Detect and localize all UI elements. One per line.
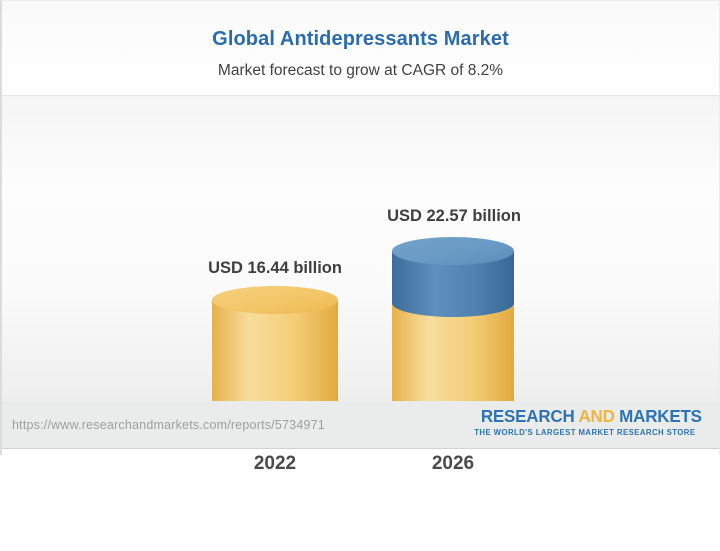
bar-2022-value-label: USD 16.44 billion <box>208 259 342 277</box>
chart-header: Global Antidepressants Market Market for… <box>2 1 719 95</box>
report-card: Global Antidepressants Market Market for… <box>0 0 720 474</box>
footer-bar: https://www.researchandmarkets.com/repor… <box>2 401 719 449</box>
logo-tagline: THE WORLD'S LARGEST MARKET RESEARCH STOR… <box>474 428 696 437</box>
chart-area: USD 16.44 billion USD 22.57 billion 2022… <box>2 96 719 474</box>
logo-word-and: AND <box>578 406 615 426</box>
logo-wordmark: RESEARCH AND MARKETS <box>481 406 702 427</box>
cylinder-bars-graphic <box>212 237 562 449</box>
logo-word-markets: MARKETS <box>619 406 702 426</box>
bar-2022-category-label: 2022 <box>253 453 297 474</box>
bar-2026-value-label: USD 22.57 billion <box>387 207 521 225</box>
research-and-markets-logo[interactable]: RESEARCH AND MARKETS THE WORLD'S LARGEST… <box>474 406 702 437</box>
chart-title: Global Antidepressants Market <box>212 28 509 50</box>
chart-subtitle: Market forecast to grow at CAGR of 8.2% <box>217 62 504 79</box>
logo-word-research: RESEARCH <box>481 406 575 426</box>
bar-2026-category-label: 2026 <box>431 453 475 474</box>
source-url-link[interactable]: https://www.researchandmarkets.com/repor… <box>12 418 325 432</box>
header-divider <box>2 95 719 96</box>
